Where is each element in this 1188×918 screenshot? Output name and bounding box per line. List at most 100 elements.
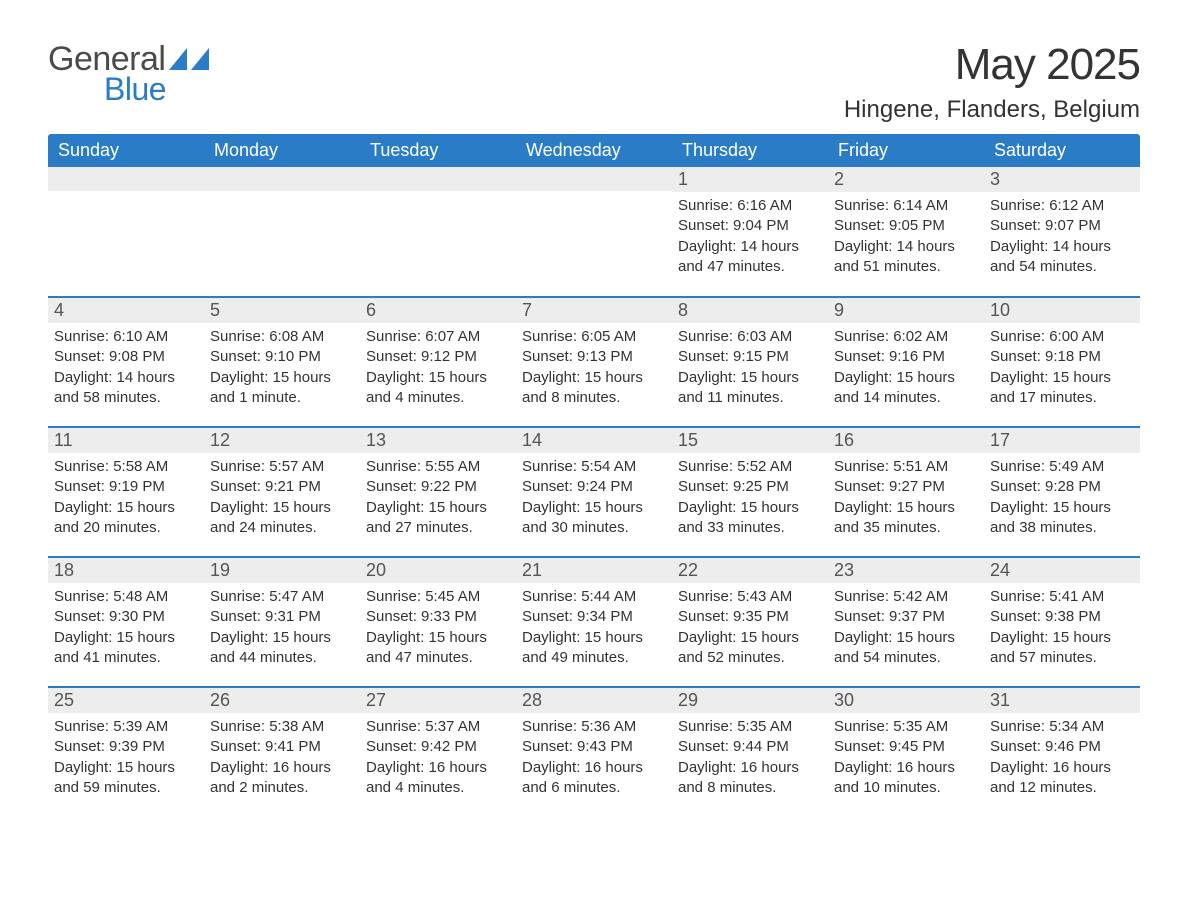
sunset-value: 9:05 PM bbox=[889, 217, 945, 234]
sunrise-label: Sunrise: bbox=[990, 197, 1045, 214]
daylight-line: Daylight: 15 hours and 27 minutes. bbox=[366, 498, 510, 539]
calendar-day-cell: 5Sunrise: 6:08 AMSunset: 9:10 PMDaylight… bbox=[204, 297, 360, 427]
sunset-value: 9:35 PM bbox=[733, 608, 789, 625]
sunset-value: 9:10 PM bbox=[265, 348, 321, 365]
sunrise-line: Sunrise: 5:36 AM bbox=[522, 717, 666, 737]
sunrise-label: Sunrise: bbox=[834, 197, 889, 214]
daylight-label: Daylight: bbox=[990, 759, 1048, 776]
daylight-line: Daylight: 15 hours and 52 minutes. bbox=[678, 628, 822, 669]
sunset-value: 9:31 PM bbox=[265, 608, 321, 625]
sunrise-label: Sunrise: bbox=[366, 458, 421, 475]
sunrise-line: Sunrise: 6:14 AM bbox=[834, 196, 978, 216]
sunset-value: 9:04 PM bbox=[733, 217, 789, 234]
sunset-line: Sunset: 9:07 PM bbox=[990, 216, 1134, 236]
sunrise-line: Sunrise: 5:51 AM bbox=[834, 457, 978, 477]
calendar-day-cell bbox=[516, 167, 672, 297]
daylight-line: Daylight: 16 hours and 10 minutes. bbox=[834, 758, 978, 799]
daylight-label: Daylight: bbox=[522, 499, 580, 516]
sunset-value: 9:42 PM bbox=[421, 738, 477, 755]
day-number: 17 bbox=[984, 428, 1140, 453]
sunset-line: Sunset: 9:21 PM bbox=[210, 477, 354, 497]
day-number: 9 bbox=[828, 298, 984, 323]
sunset-value: 9:07 PM bbox=[1045, 217, 1101, 234]
sunrise-value: 6:05 AM bbox=[581, 328, 636, 345]
daylight-line: Daylight: 15 hours and 44 minutes. bbox=[210, 628, 354, 669]
sunrise-label: Sunrise: bbox=[990, 328, 1045, 345]
sunrise-value: 5:35 AM bbox=[737, 718, 792, 735]
daylight-line: Daylight: 15 hours and 17 minutes. bbox=[990, 368, 1134, 409]
calendar-day-cell: 31Sunrise: 5:34 AMSunset: 9:46 PMDayligh… bbox=[984, 687, 1140, 817]
day-info: Sunrise: 5:43 AMSunset: 9:35 PMDaylight:… bbox=[676, 587, 824, 668]
daylight-label: Daylight: bbox=[834, 629, 892, 646]
sunrise-line: Sunrise: 5:45 AM bbox=[366, 587, 510, 607]
sunset-value: 9:46 PM bbox=[1045, 738, 1101, 755]
sunset-line: Sunset: 9:05 PM bbox=[834, 216, 978, 236]
daylight-line: Daylight: 15 hours and 54 minutes. bbox=[834, 628, 978, 669]
sunset-label: Sunset: bbox=[990, 738, 1041, 755]
day-info: Sunrise: 5:54 AMSunset: 9:24 PMDaylight:… bbox=[520, 457, 668, 538]
sunrise-value: 5:38 AM bbox=[269, 718, 324, 735]
sunset-line: Sunset: 9:35 PM bbox=[678, 607, 822, 627]
daylight-line: Daylight: 16 hours and 12 minutes. bbox=[990, 758, 1134, 799]
sunset-line: Sunset: 9:37 PM bbox=[834, 607, 978, 627]
day-number: 12 bbox=[204, 428, 360, 453]
calendar-day-cell: 30Sunrise: 5:35 AMSunset: 9:45 PMDayligh… bbox=[828, 687, 984, 817]
sunset-line: Sunset: 9:22 PM bbox=[366, 477, 510, 497]
sunrise-line: Sunrise: 6:08 AM bbox=[210, 327, 354, 347]
day-header-row: SundayMondayTuesdayWednesdayThursdayFrid… bbox=[48, 134, 1140, 167]
sunrise-label: Sunrise: bbox=[522, 588, 577, 605]
sunrise-label: Sunrise: bbox=[834, 718, 889, 735]
sunset-value: 9:34 PM bbox=[577, 608, 633, 625]
sunset-value: 9:39 PM bbox=[109, 738, 165, 755]
daylight-line: Daylight: 15 hours and 35 minutes. bbox=[834, 498, 978, 539]
sunrise-line: Sunrise: 5:47 AM bbox=[210, 587, 354, 607]
calendar-day-cell: 27Sunrise: 5:37 AMSunset: 9:42 PMDayligh… bbox=[360, 687, 516, 817]
sunset-line: Sunset: 9:44 PM bbox=[678, 737, 822, 757]
calendar-day-cell: 19Sunrise: 5:47 AMSunset: 9:31 PMDayligh… bbox=[204, 557, 360, 687]
day-number: 25 bbox=[48, 688, 204, 713]
daylight-label: Daylight: bbox=[210, 759, 268, 776]
sunrise-line: Sunrise: 6:12 AM bbox=[990, 196, 1134, 216]
calendar-day-cell: 24Sunrise: 5:41 AMSunset: 9:38 PMDayligh… bbox=[984, 557, 1140, 687]
calendar-week: 4Sunrise: 6:10 AMSunset: 9:08 PMDaylight… bbox=[48, 297, 1140, 427]
daylight-line: Daylight: 15 hours and 8 minutes. bbox=[522, 368, 666, 409]
sunset-line: Sunset: 9:43 PM bbox=[522, 737, 666, 757]
day-number: 27 bbox=[360, 688, 516, 713]
sunrise-line: Sunrise: 5:52 AM bbox=[678, 457, 822, 477]
daylight-line: Daylight: 15 hours and 38 minutes. bbox=[990, 498, 1134, 539]
daylight-line: Daylight: 16 hours and 2 minutes. bbox=[210, 758, 354, 799]
sunrise-value: 5:41 AM bbox=[1049, 588, 1104, 605]
sunrise-line: Sunrise: 6:10 AM bbox=[54, 327, 198, 347]
sunrise-value: 6:00 AM bbox=[1049, 328, 1104, 345]
daylight-line: Daylight: 15 hours and 30 minutes. bbox=[522, 498, 666, 539]
sunset-value: 9:22 PM bbox=[421, 478, 477, 495]
daylight-label: Daylight: bbox=[678, 499, 736, 516]
sunset-label: Sunset: bbox=[834, 217, 885, 234]
sunset-label: Sunset: bbox=[678, 738, 729, 755]
calendar-day-cell: 10Sunrise: 6:00 AMSunset: 9:18 PMDayligh… bbox=[984, 297, 1140, 427]
empty-daynum bbox=[360, 167, 516, 191]
day-header: Tuesday bbox=[360, 134, 516, 167]
day-info: Sunrise: 5:44 AMSunset: 9:34 PMDaylight:… bbox=[520, 587, 668, 668]
sunrise-value: 5:36 AM bbox=[581, 718, 636, 735]
sunset-line: Sunset: 9:08 PM bbox=[54, 347, 198, 367]
day-info: Sunrise: 5:41 AMSunset: 9:38 PMDaylight:… bbox=[988, 587, 1136, 668]
sunset-line: Sunset: 9:30 PM bbox=[54, 607, 198, 627]
day-info: Sunrise: 5:35 AMSunset: 9:44 PMDaylight:… bbox=[676, 717, 824, 798]
sunrise-line: Sunrise: 5:41 AM bbox=[990, 587, 1134, 607]
day-info: Sunrise: 5:58 AMSunset: 9:19 PMDaylight:… bbox=[52, 457, 200, 538]
calendar-day-cell: 13Sunrise: 5:55 AMSunset: 9:22 PMDayligh… bbox=[360, 427, 516, 557]
sunset-line: Sunset: 9:45 PM bbox=[834, 737, 978, 757]
calendar-day-cell: 25Sunrise: 5:39 AMSunset: 9:39 PMDayligh… bbox=[48, 687, 204, 817]
sunset-label: Sunset: bbox=[366, 608, 417, 625]
sunrise-value: 5:57 AM bbox=[269, 458, 324, 475]
sunrise-value: 6:08 AM bbox=[269, 328, 324, 345]
day-info: Sunrise: 5:57 AMSunset: 9:21 PMDaylight:… bbox=[208, 457, 356, 538]
calendar-day-cell bbox=[360, 167, 516, 297]
daylight-line: Daylight: 15 hours and 41 minutes. bbox=[54, 628, 198, 669]
sunrise-value: 5:34 AM bbox=[1049, 718, 1104, 735]
day-info: Sunrise: 5:42 AMSunset: 9:37 PMDaylight:… bbox=[832, 587, 980, 668]
daylight-label: Daylight: bbox=[366, 369, 424, 386]
sunset-line: Sunset: 9:15 PM bbox=[678, 347, 822, 367]
sunset-label: Sunset: bbox=[366, 348, 417, 365]
